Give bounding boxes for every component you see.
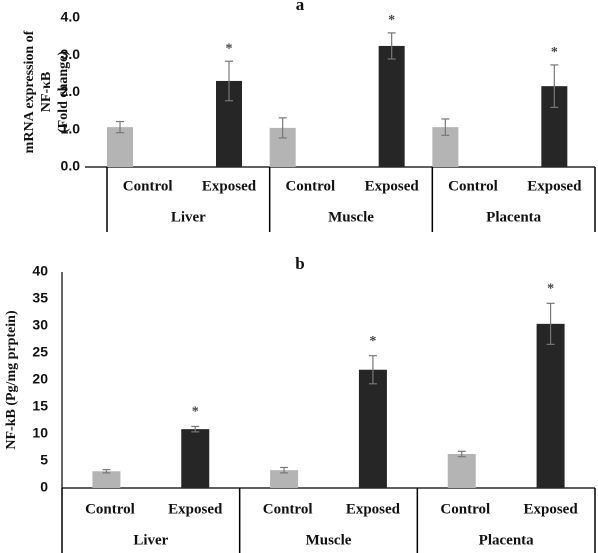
group-label: Muscle: [328, 209, 374, 225]
significance-mark: *: [551, 45, 558, 60]
bar: [358, 369, 387, 488]
category-label: Exposed: [365, 178, 420, 194]
y-tick-label: 0.0: [61, 158, 81, 174]
category-label: Control: [285, 178, 335, 194]
bar: [92, 471, 121, 488]
y-tick-label: 25: [32, 344, 48, 360]
significance-mark: *: [547, 282, 554, 297]
bar: [447, 453, 476, 488]
y-tick-label: 5: [40, 452, 48, 468]
category-label: Control: [85, 501, 135, 517]
group-label: Placenta: [486, 209, 541, 225]
group-label: Placenta: [479, 532, 534, 548]
bar: [536, 323, 565, 488]
group-label: Muscle: [306, 532, 352, 548]
y-axis-label: (Fold change): [56, 51, 71, 133]
chart-title: a: [296, 0, 305, 14]
bar: [378, 45, 405, 167]
bar: [270, 470, 299, 488]
y-tick-label: 10: [32, 425, 48, 441]
category-label: Control: [263, 501, 313, 517]
category-label: Control: [123, 178, 173, 194]
y-tick-label: 1.0: [61, 120, 81, 136]
y-tick-label: 20: [32, 371, 48, 387]
group-label: Liver: [171, 209, 206, 225]
category-label: Control: [448, 178, 498, 194]
significance-mark: *: [388, 13, 395, 28]
y-tick-label: 0: [40, 479, 48, 495]
category-label: Exposed: [523, 501, 578, 517]
y-axis-label: NF-kB (Pg/mg prptein): [4, 310, 19, 450]
y-tick-label: 35: [32, 290, 48, 306]
chart-title: b: [295, 254, 304, 273]
significance-mark: *: [369, 334, 376, 349]
bar: [107, 127, 134, 167]
significance-mark: *: [226, 41, 233, 56]
y-tick-label: 15: [32, 398, 48, 414]
group-label: Liver: [133, 532, 168, 548]
y-axis-label: NF-κB: [39, 72, 54, 112]
category-label: Exposed: [346, 501, 401, 517]
category-label: Exposed: [168, 501, 223, 517]
category-label: Control: [440, 501, 490, 517]
y-tick-label: 30: [32, 317, 48, 333]
y-tick-label: 2.0: [61, 83, 81, 99]
category-label: Exposed: [202, 178, 257, 194]
y-tick-label: 4.0: [61, 9, 81, 25]
y-tick-label: 3.0: [61, 46, 81, 62]
significance-mark: *: [192, 405, 199, 420]
category-label: Exposed: [527, 178, 582, 194]
y-axis-label: mRNA expression of: [22, 30, 37, 153]
y-tick-label: 40: [32, 263, 48, 279]
bar: [181, 429, 210, 488]
